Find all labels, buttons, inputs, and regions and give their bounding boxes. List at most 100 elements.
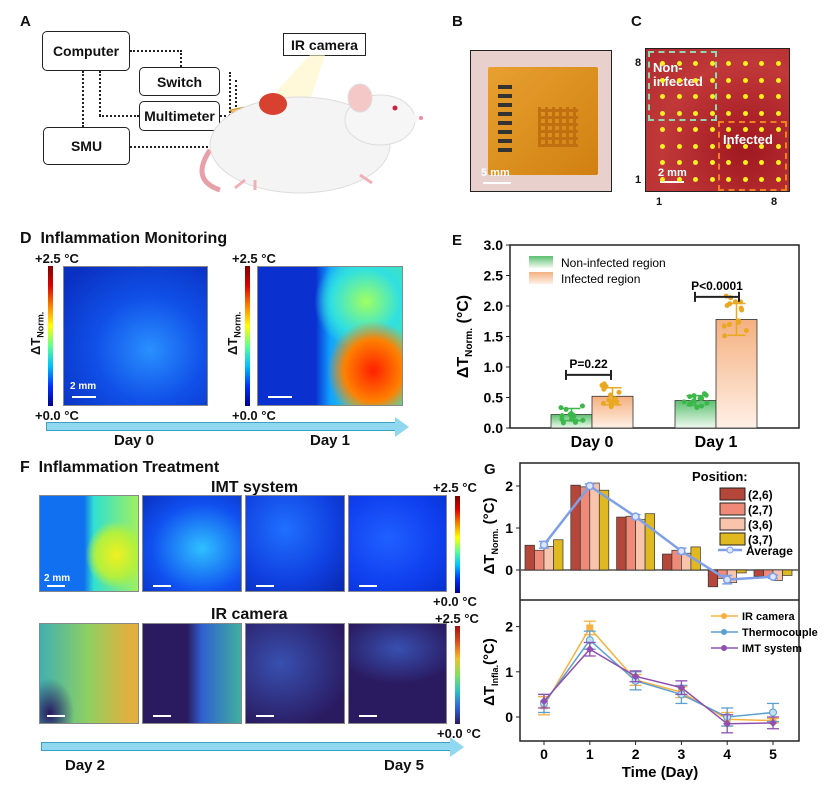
bar — [616, 516, 627, 571]
multimeter-box: Multimeter — [139, 101, 220, 131]
sensor-dot — [676, 176, 682, 182]
colorbar-min: +0.0 °C — [433, 594, 477, 609]
sensor-dot — [742, 127, 748, 132]
sensor-dot — [742, 143, 748, 149]
y-tick-label: 2 — [505, 619, 513, 635]
imt-heatmap-4 — [348, 495, 447, 592]
sensor-dot — [709, 127, 715, 132]
sensor-dot — [676, 143, 682, 149]
legend-title: Position: — [692, 469, 748, 484]
series-line — [543, 639, 774, 718]
connector — [180, 50, 182, 67]
legend-label: IR camera — [742, 611, 795, 623]
panel-label-d: D — [20, 230, 32, 247]
legend-swatch — [719, 532, 746, 546]
bar — [543, 546, 554, 571]
connector — [99, 71, 101, 116]
data-point — [616, 389, 622, 395]
data-point — [722, 333, 728, 339]
data-point — [769, 708, 777, 717]
data-point — [769, 718, 777, 727]
y-axis-label: ΔTNorm. (°C) — [481, 498, 500, 575]
ir-image-1 — [39, 623, 139, 724]
sensor-dot — [775, 110, 781, 116]
sensor-dot — [742, 160, 748, 165]
panel-label-a: A — [20, 13, 31, 30]
sensor-dot — [742, 110, 748, 116]
sensor-dot — [726, 160, 731, 165]
data-point — [687, 394, 693, 400]
x-tick-label: 5 — [769, 746, 777, 762]
flexible-device — [488, 67, 598, 175]
data-point — [580, 417, 586, 423]
sensor-dot — [660, 176, 665, 182]
sensor-dot — [742, 61, 748, 66]
legend-label: (3,6) — [748, 518, 773, 532]
sensor-dot — [676, 160, 682, 165]
scale-bar-label: 2 mm — [44, 573, 71, 584]
sensor-dot — [660, 110, 665, 116]
p-value-label: P=0.22 — [569, 357, 608, 371]
data-point — [723, 719, 732, 728]
colorbar — [48, 266, 53, 406]
y-tick-label: 0 — [505, 709, 513, 725]
bar — [635, 519, 646, 571]
data-point — [703, 392, 709, 398]
scale-bar — [359, 715, 377, 717]
bar — [625, 515, 636, 571]
non-infected-region-box — [648, 51, 717, 121]
sensor-dot — [693, 110, 698, 116]
sensor-dot — [660, 94, 665, 99]
data-point — [579, 403, 585, 409]
data-point — [558, 405, 564, 411]
infected-label: Infected — [723, 132, 773, 147]
heatmap-day1 — [257, 266, 403, 406]
data-point — [607, 392, 613, 398]
sensor-dot — [709, 94, 715, 99]
legend-label: Non-infected region — [561, 256, 666, 270]
tissue-photo: Non-infected Infected 2 mm — [645, 48, 790, 192]
row-label-ir: IR camera — [211, 606, 288, 623]
data-point — [726, 321, 732, 327]
bar — [589, 482, 600, 571]
data-point — [681, 399, 687, 405]
data-point — [694, 405, 700, 411]
y-tick-label: 0.0 — [484, 420, 504, 436]
sensor-dot — [660, 143, 665, 149]
data-point — [599, 382, 605, 388]
panel-d-title-text: Inflammation Monitoring — [40, 230, 228, 247]
scale-bar — [153, 715, 171, 717]
smu-box: SMU — [43, 127, 130, 165]
y-tick-label: 1.0 — [484, 359, 504, 375]
axis-tick: 8 — [635, 57, 642, 69]
sensor-dot — [759, 110, 764, 116]
legend-marker — [721, 629, 727, 635]
colorbar-max: +2.5 °C — [433, 480, 477, 495]
x-tick-label: 4 — [723, 746, 731, 762]
connector — [220, 115, 230, 117]
scale-bar — [483, 182, 511, 184]
sensor-dot — [693, 160, 698, 165]
computer-box: Computer — [42, 31, 130, 71]
bar — [644, 513, 655, 571]
y-axis-label: ΔTInfla.(°C) — [481, 638, 500, 706]
legend-marker — [721, 613, 727, 619]
day-label: Day 1 — [310, 432, 351, 449]
sensor-dot — [693, 143, 698, 149]
ir-camera-box: IR camera — [283, 33, 366, 56]
y-axis-label: ΔTNorm. (°C) — [455, 295, 475, 378]
bar — [579, 486, 591, 571]
sensor-dot — [759, 143, 764, 149]
bar — [662, 553, 673, 571]
sensor-dot — [709, 143, 715, 149]
imt-heatmap-1: 2 mm — [39, 495, 139, 592]
bar — [598, 489, 610, 571]
sensor-dot — [726, 127, 731, 132]
legend-swatch — [719, 487, 746, 501]
data-point — [722, 575, 732, 584]
imt-heatmap-3 — [245, 495, 345, 592]
legend-marker — [721, 645, 727, 651]
scale-bar — [268, 396, 292, 398]
colorbar-max: +2.5 °C — [435, 611, 479, 626]
connector — [130, 146, 236, 148]
